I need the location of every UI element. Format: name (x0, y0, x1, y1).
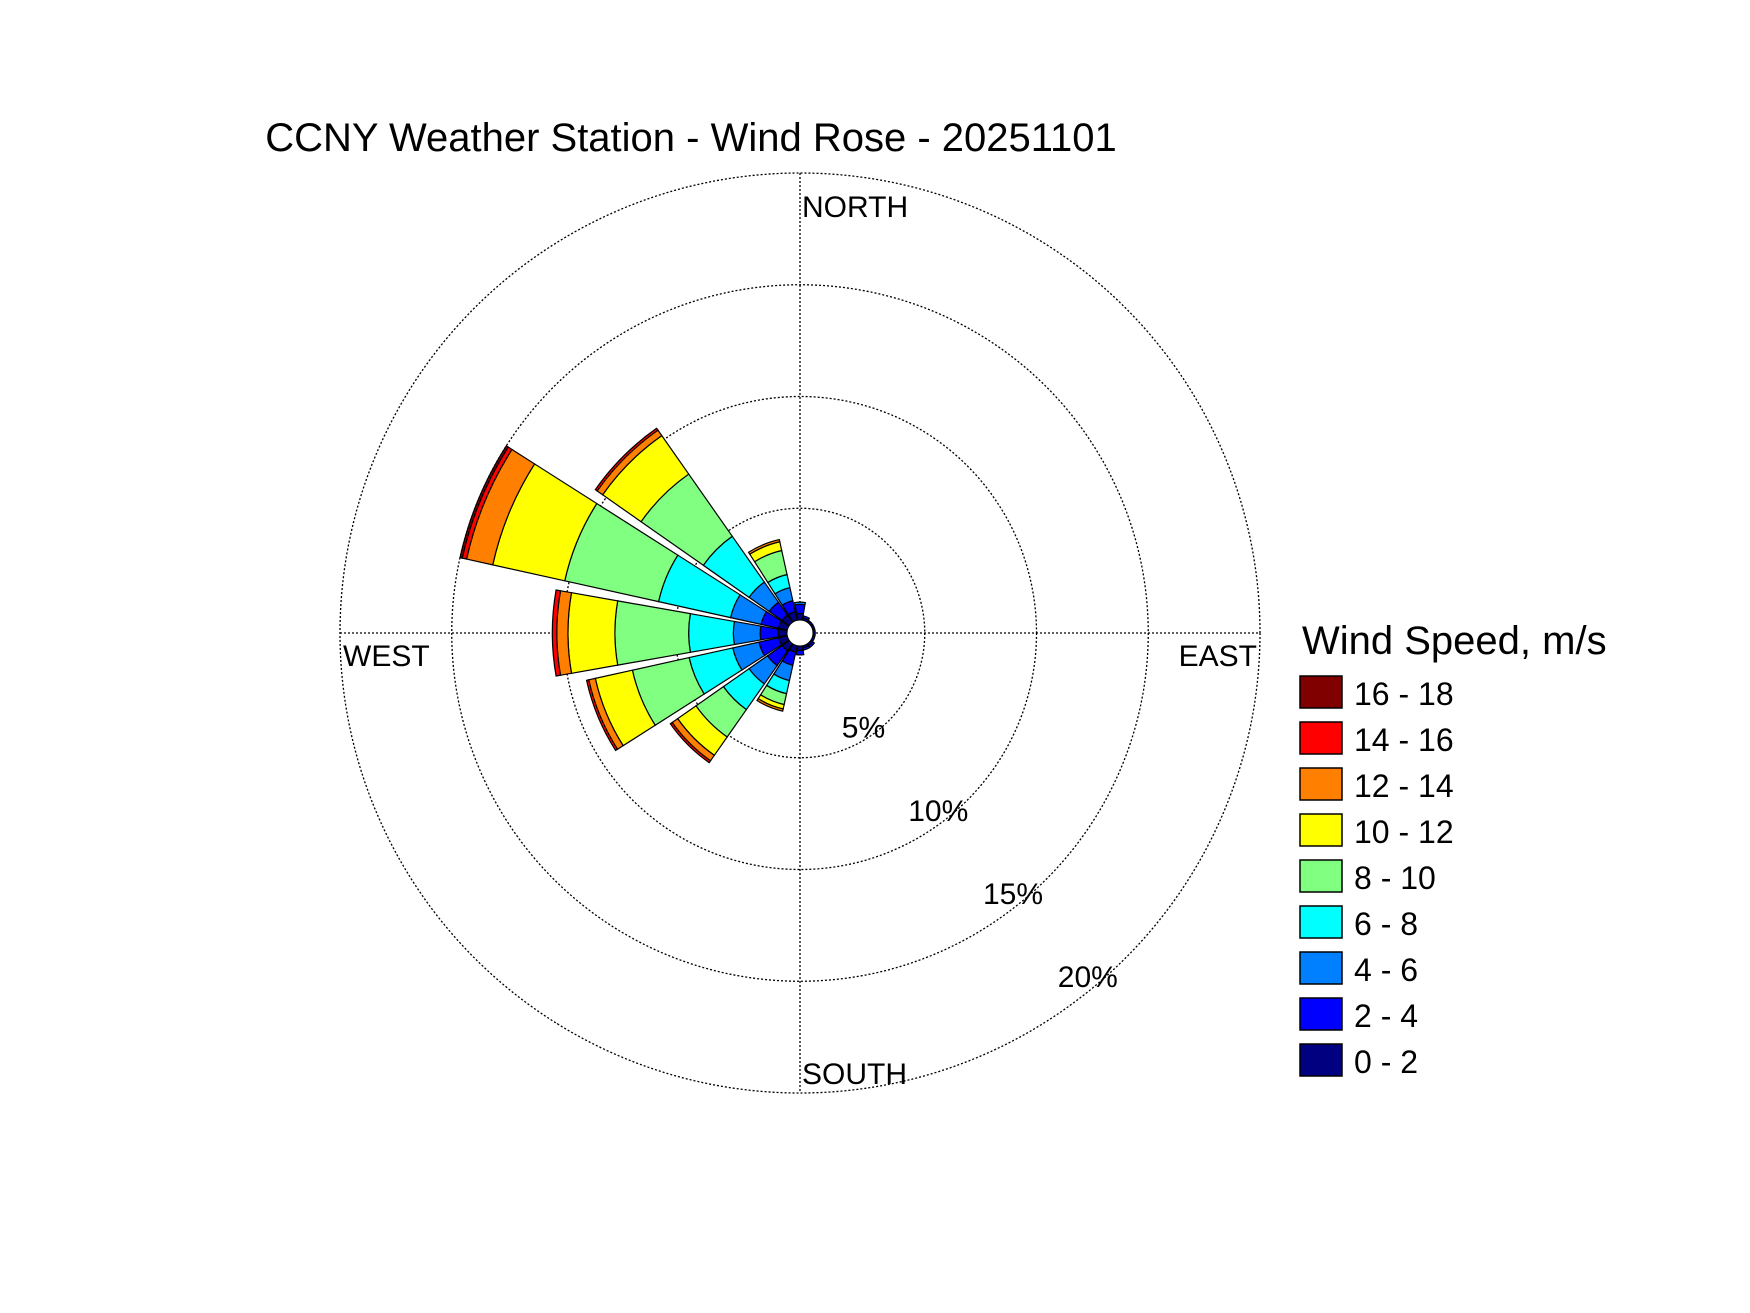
legend-label: 0 - 2 (1354, 1044, 1418, 1080)
legend-swatch (1299, 813, 1343, 847)
ring-label-15: 15% (983, 878, 1043, 911)
direction-label-east: EAST (1179, 640, 1257, 673)
calm-circle (786, 619, 814, 647)
legend-label: 16 - 18 (1354, 676, 1454, 712)
direction-label-north: NORTH (802, 191, 908, 224)
wind-bar-segment (594, 427, 659, 492)
direction-label-west: WEST (343, 640, 430, 673)
direction-label-south: SOUTH (802, 1058, 907, 1091)
wind-bar-segment (669, 721, 712, 764)
axis-labels: NORTH EAST SOUTH WEST 5% 10% 15% 20% (343, 191, 1257, 1091)
wind-bar-segment (795, 612, 805, 621)
legend-label: 6 - 8 (1354, 906, 1418, 942)
legend-label: 4 - 6 (1354, 952, 1418, 988)
legend-label: 10 - 12 (1354, 814, 1454, 850)
wind-bar-segment (551, 589, 562, 677)
legend-swatch (1299, 905, 1343, 939)
wind-bar-segment (793, 601, 807, 606)
wind-bar-segment (756, 697, 784, 712)
ring-label-5: 5% (842, 712, 885, 745)
chart-title: CCNY Weather Station - Wind Rose - 20251… (265, 116, 1117, 160)
wind-bar-segment (459, 445, 510, 559)
legend-label: 12 - 14 (1354, 768, 1454, 804)
legend-swatch (1299, 951, 1343, 985)
wind-rose-bars (459, 427, 816, 764)
wind-bar-segment (688, 612, 736, 654)
legend-swatch (1299, 997, 1343, 1031)
wind-bar-segment (732, 620, 762, 646)
legend-label: 14 - 16 (1354, 722, 1454, 758)
ring-label-20: 20% (1058, 961, 1118, 994)
legend-swatch (1299, 675, 1343, 709)
wind-bar-segment (802, 615, 811, 621)
legend: Wind Speed, m/s 16 - 18 14 - 16 12 - 14 10 … (1299, 619, 1607, 1080)
legend-label: 2 - 4 (1354, 998, 1418, 1034)
legend-swatch (1299, 859, 1343, 893)
wind-bar-segment (585, 679, 619, 752)
wind-bar-segment (802, 645, 811, 651)
wind-bar-segment (747, 538, 781, 556)
wind-bar-segment (807, 640, 816, 649)
wind-bar-segment (614, 600, 692, 666)
center-calm-circle (786, 619, 814, 647)
wind-bar-segment (794, 603, 806, 615)
legend-title: Wind Speed, m/s (1302, 619, 1607, 663)
legend-label: 8 - 10 (1354, 860, 1436, 896)
legend-swatch (1299, 767, 1343, 801)
legend-swatch (1299, 721, 1343, 755)
legend-swatch (1299, 1043, 1343, 1077)
wind-bar-segment (567, 592, 619, 674)
wind-bar-segment (795, 649, 805, 656)
ring-label-10: 10% (908, 795, 968, 828)
